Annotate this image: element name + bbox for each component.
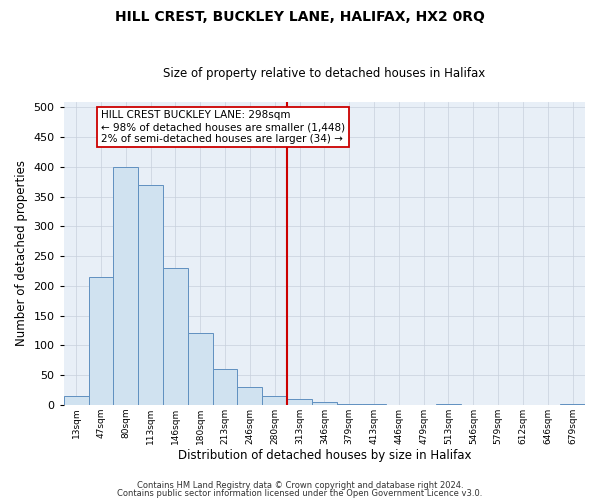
- Bar: [113, 167, 138, 405]
- X-axis label: Distribution of detached houses by size in Halifax: Distribution of detached houses by size …: [178, 450, 471, 462]
- Title: Size of property relative to detached houses in Halifax: Size of property relative to detached ho…: [163, 66, 485, 80]
- Bar: [238, 387, 262, 405]
- Bar: [89, 277, 113, 405]
- Bar: [436, 404, 461, 405]
- Bar: [312, 402, 337, 405]
- Text: Contains HM Land Registry data © Crown copyright and database right 2024.: Contains HM Land Registry data © Crown c…: [137, 481, 463, 490]
- Bar: [64, 396, 89, 405]
- Bar: [262, 396, 287, 405]
- Bar: [138, 185, 163, 405]
- Bar: [362, 404, 386, 405]
- Bar: [188, 334, 212, 405]
- Text: Contains public sector information licensed under the Open Government Licence v3: Contains public sector information licen…: [118, 488, 482, 498]
- Y-axis label: Number of detached properties: Number of detached properties: [15, 160, 28, 346]
- Bar: [287, 399, 312, 405]
- Text: HILL CREST, BUCKLEY LANE, HALIFAX, HX2 0RQ: HILL CREST, BUCKLEY LANE, HALIFAX, HX2 0…: [115, 10, 485, 24]
- Bar: [560, 404, 585, 405]
- Bar: [337, 404, 362, 405]
- Text: HILL CREST BUCKLEY LANE: 298sqm
← 98% of detached houses are smaller (1,448)
2% : HILL CREST BUCKLEY LANE: 298sqm ← 98% of…: [101, 110, 345, 144]
- Bar: [163, 268, 188, 405]
- Bar: [212, 369, 238, 405]
